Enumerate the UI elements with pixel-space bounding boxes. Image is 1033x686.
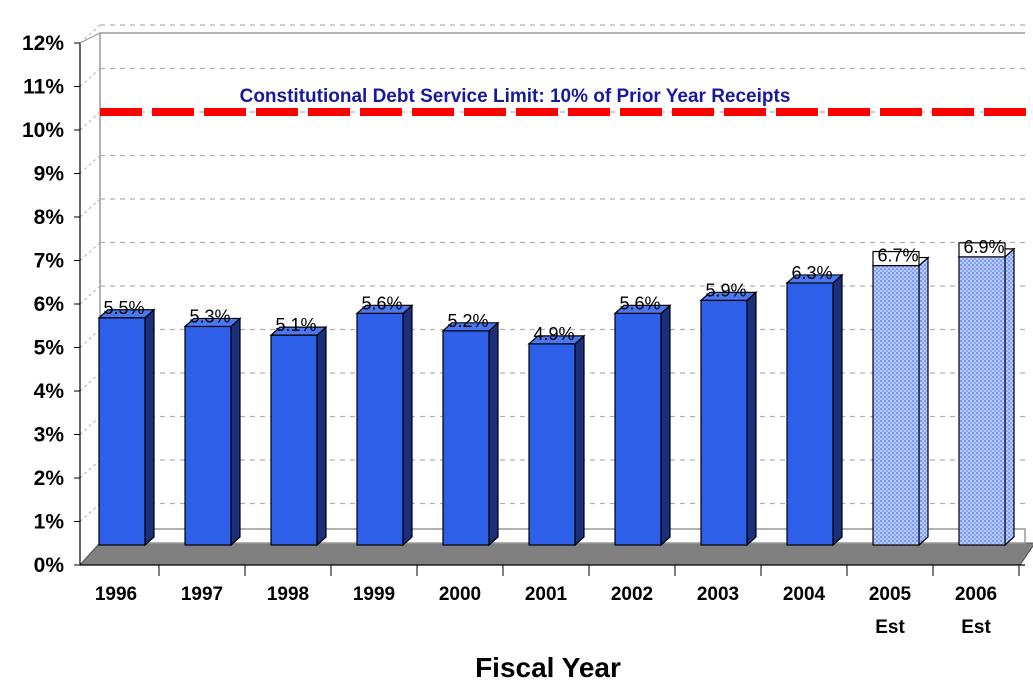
bar-estimated-cap [872,250,920,267]
bar-side [1004,247,1015,547]
x-tick-label: 1999 [353,584,395,605]
gridline-side [79,155,101,174]
x-tick-label: 2003 [697,584,739,605]
x-tick-label: 2005 [869,584,912,605]
x-tick-label: 2000 [439,584,481,605]
gridline-side [79,329,101,348]
bar-side [918,256,929,547]
y-tick-label: 9% [34,163,65,186]
gridline-side [79,198,101,218]
bar-top [785,274,844,284]
bar-side [230,317,241,547]
y-tick-label: 11% [23,76,64,99]
y-tick-label: 10% [22,119,64,142]
x-axis-title: Fiscal Year [475,652,621,683]
bar-value-label: 6.7% [877,246,918,266]
bar [184,325,232,546]
debt-limit-label: Constitutional Debt Service Limit: 10% o… [240,86,791,107]
x-tick-sublabel: Est [875,617,905,638]
gridline-side [79,503,101,522]
gridline-side [79,372,101,392]
x-tick-label: 1997 [181,584,223,605]
bar [528,343,576,546]
y-axis-depth [79,32,101,44]
y-tick-label: 0% [34,554,65,577]
bar-top [699,291,758,301]
bar-value-label: 4.9% [533,324,574,344]
bar-estimated [958,256,1006,546]
gridline-side [79,24,101,44]
x-tick-label: 2001 [525,584,568,605]
y-tick-label: 8% [34,206,65,229]
chart-floor [78,542,1033,566]
bar [270,334,318,546]
y-tick-label: 3% [34,424,65,447]
y-tick-label: 2% [34,467,65,490]
bar-estimated [872,264,920,546]
y-tick-label: 1% [34,511,65,534]
bar-value-label: 5.1% [275,315,316,335]
x-tick-sublabel: Est [961,617,991,638]
bar-top [441,322,500,332]
bar-estimated-cap [958,242,1006,258]
bar [614,312,662,546]
bar-top [269,326,328,336]
bar [700,299,748,546]
bar-value-label: 5.3% [189,306,230,326]
bar-value-label: 6.3% [791,263,832,283]
x-tick-label: 1996 [95,584,137,605]
gridline-side [79,416,101,435]
bar-value-label: 5.5% [103,298,144,318]
gridline-side [79,285,101,305]
bar-side [144,308,155,547]
bar-top [355,304,414,314]
x-tick-label: 1998 [267,584,309,605]
bar-side [832,273,843,547]
bar-side [316,325,327,547]
x-tick-label: 2004 [783,584,826,605]
y-tick-label: 6% [34,293,65,316]
bar-top [97,309,156,319]
x-tick-label: 2006 [955,584,997,605]
bar-side [574,334,585,547]
y-tick-label: 4% [34,380,65,403]
bar-value-label: 5.6% [619,293,660,313]
bar-top [613,304,672,314]
bar [98,317,146,546]
bar [356,312,404,546]
bar-side [660,304,671,547]
bar-top [183,317,242,328]
bar-side [746,291,757,547]
bar-side [402,304,413,547]
y-tick-label: 12% [22,32,64,55]
bar-value-label: 5.6% [361,293,402,313]
bar [442,330,490,546]
gridline-side [79,459,101,479]
bar-side [488,321,499,547]
bar-top [527,335,586,345]
y-tick-label: 5% [34,337,65,360]
bar [786,282,834,546]
gridline-side [79,111,101,131]
bar-value-label: 5.2% [447,311,488,331]
bar-value-label: 6.9% [963,237,1004,257]
y-tick-label: 7% [34,250,65,273]
bar-value-label: 5.9% [705,280,746,300]
gridline-side [79,68,101,87]
x-tick-label: 2002 [611,584,653,605]
gridline-side [79,242,101,261]
